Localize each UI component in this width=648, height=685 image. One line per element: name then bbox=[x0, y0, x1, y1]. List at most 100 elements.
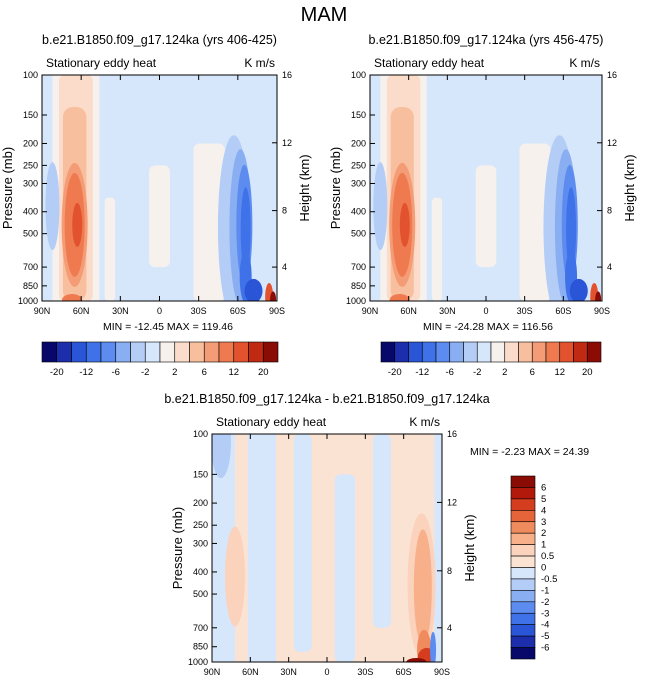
y-tick-label: 500 bbox=[23, 229, 38, 239]
colorbar-box bbox=[262, 341, 279, 363]
y-tick-label: 150 bbox=[351, 110, 366, 120]
y-tick-label: 150 bbox=[193, 469, 208, 479]
y-right-tick-label: 16 bbox=[282, 70, 292, 80]
contour-lobe bbox=[566, 187, 577, 272]
y-tick-label: 500 bbox=[193, 589, 208, 599]
colorbar-box bbox=[510, 567, 536, 580]
page-title: MAM bbox=[301, 4, 348, 26]
panel-title: b.e21.B1850.f09_g17.124ka - b.e21.B1850.… bbox=[164, 392, 489, 406]
colorbar-box bbox=[56, 341, 72, 363]
colorbar: -20 -12 -6 -2 2 6 12 20 bbox=[41, 341, 279, 378]
colorbar-box bbox=[510, 498, 536, 511]
y-right-tick-label: 12 bbox=[607, 138, 617, 148]
contour-lobe bbox=[413, 529, 432, 646]
y-tick-label: 850 bbox=[23, 281, 38, 291]
contour-lobe bbox=[399, 202, 410, 247]
colorbar-box bbox=[510, 532, 536, 545]
x-tick-label: 90N bbox=[34, 306, 51, 316]
y-tick-label: 100 bbox=[351, 70, 366, 80]
colorbar-label: -4 bbox=[541, 620, 549, 631]
y-right-tick-label: 4 bbox=[607, 262, 612, 272]
y-tick-label: 250 bbox=[23, 160, 38, 170]
colorbar-box bbox=[380, 341, 396, 363]
colorbar-label: -3 bbox=[541, 608, 549, 619]
colorbar-box bbox=[510, 555, 536, 568]
min-max-label: MIN = -24.28 MAX = 116.56 bbox=[423, 321, 553, 333]
colorbar-label: 3 bbox=[541, 517, 546, 528]
colorbar-box bbox=[174, 341, 190, 363]
y-tick-label: 300 bbox=[23, 178, 38, 188]
colorbar-label: -1 bbox=[541, 585, 549, 596]
colorbar-label: 4 bbox=[541, 505, 546, 516]
x-tick-label: 60S bbox=[555, 306, 571, 316]
colorbar-box bbox=[408, 341, 423, 363]
colorbar-label: 12 bbox=[554, 367, 565, 378]
y-tick-label: 150 bbox=[23, 110, 38, 120]
colorbar-label: -2 bbox=[473, 367, 481, 378]
y-right-tick-label: 8 bbox=[282, 206, 287, 216]
y-tick-label: 500 bbox=[351, 229, 366, 239]
y-right-tick-label: 12 bbox=[282, 138, 292, 148]
colorbar-box bbox=[559, 341, 574, 363]
contour-lobe bbox=[225, 526, 245, 627]
contour-band bbox=[293, 434, 312, 652]
colorbar-box bbox=[510, 590, 536, 603]
colorbar-box bbox=[189, 341, 205, 363]
y-right-tick-label: 4 bbox=[282, 262, 287, 272]
colorbar-box bbox=[71, 341, 87, 363]
y-right-tick-label: 4 bbox=[447, 623, 452, 633]
colorbar-box bbox=[115, 341, 131, 363]
colorbar-label: -6 bbox=[112, 367, 120, 378]
colorbar-box bbox=[435, 341, 451, 363]
colorbar-box bbox=[394, 341, 409, 363]
colorbar-box bbox=[510, 521, 536, 534]
x-tick-label: 30N bbox=[280, 667, 297, 677]
chart-panel-2: b.e21.B1850.f09_g17.124ka (yrs 456-475) S… bbox=[328, 33, 637, 378]
colorbar-label: -2 bbox=[541, 597, 549, 608]
colorbar-box bbox=[233, 341, 249, 363]
contour-band bbox=[193, 143, 225, 301]
y-tick-label: 300 bbox=[193, 538, 208, 548]
subtitle-left: Stationary eddy heat bbox=[216, 415, 327, 429]
colorbar-box bbox=[510, 544, 536, 557]
contour-band bbox=[475, 165, 497, 268]
colorbar-label: -12 bbox=[79, 367, 93, 378]
colorbar-label: -0.5 bbox=[541, 574, 557, 585]
colorbar-box bbox=[510, 601, 536, 614]
colorbar-label: 5 bbox=[541, 494, 546, 505]
contour-lobe bbox=[244, 278, 263, 301]
colorbar-box bbox=[41, 341, 58, 363]
colorbar-box bbox=[518, 341, 533, 363]
x-tick-label: 90S bbox=[594, 306, 610, 316]
colorbar-box bbox=[504, 341, 519, 363]
y-tick-label: 100 bbox=[23, 70, 38, 80]
colorbar-box bbox=[510, 475, 536, 488]
colorbar-box bbox=[144, 341, 161, 363]
colorbar-box bbox=[510, 635, 536, 648]
colorbar-label: 2 bbox=[172, 367, 177, 378]
y-tick-label: 250 bbox=[351, 160, 366, 170]
colorbar-box bbox=[100, 341, 117, 363]
colorbar-label: 6 bbox=[541, 482, 546, 493]
x-tick-label: 90N bbox=[204, 667, 221, 677]
y-tick-label: 1000 bbox=[188, 657, 208, 667]
subtitle-right: K m/s bbox=[244, 56, 275, 70]
y-tick-label: 400 bbox=[193, 567, 208, 577]
contour-band bbox=[519, 143, 551, 301]
colorbar-box bbox=[510, 647, 536, 660]
x-tick-label: 0 bbox=[324, 667, 329, 677]
colorbar-label: -12 bbox=[415, 367, 429, 378]
y-right-axis-title: Height (km) bbox=[297, 154, 312, 221]
x-tick-label: 30S bbox=[517, 306, 533, 316]
y-tick-label: 200 bbox=[193, 498, 208, 508]
min-max-label: MIN = -2.23 MAX = 24.39 bbox=[470, 446, 589, 458]
y-right-axis-title: Height (km) bbox=[462, 514, 477, 581]
contour-band bbox=[434, 434, 442, 662]
colorbar-label: 2 bbox=[502, 367, 507, 378]
colorbar-box bbox=[85, 341, 102, 363]
colorbar-label: 20 bbox=[258, 367, 269, 378]
colorbar-box bbox=[130, 341, 146, 363]
y-right-tick-label: 8 bbox=[607, 206, 612, 216]
